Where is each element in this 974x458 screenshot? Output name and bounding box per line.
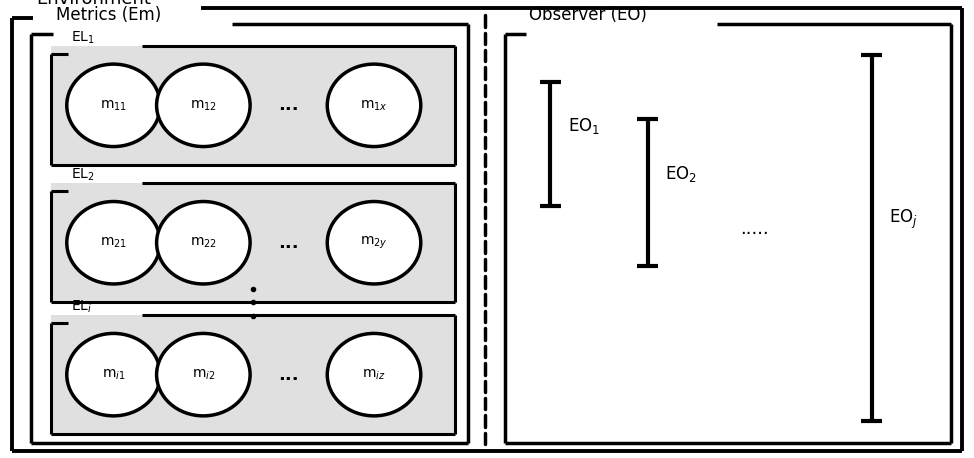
Text: EL$_2$: EL$_2$: [71, 167, 94, 183]
Ellipse shape: [67, 333, 161, 416]
Bar: [51, 183, 455, 302]
Text: m$_{2y}$: m$_{2y}$: [360, 234, 388, 251]
Ellipse shape: [67, 64, 161, 147]
Text: Observer (EO): Observer (EO): [529, 6, 647, 24]
Text: m$_{i2}$: m$_{i2}$: [192, 367, 215, 382]
Text: m$_{12}$: m$_{12}$: [190, 98, 217, 113]
Bar: [51, 46, 455, 165]
Text: EO$_1$: EO$_1$: [568, 116, 600, 136]
Text: m$_{i1}$: m$_{i1}$: [101, 367, 126, 382]
Text: ...: ...: [279, 365, 299, 384]
Bar: [51, 315, 455, 434]
Text: EL$_i$: EL$_i$: [71, 299, 93, 315]
Text: Metrics (Em): Metrics (Em): [56, 6, 161, 24]
Text: m$_{iz}$: m$_{iz}$: [362, 367, 386, 382]
Text: m$_{22}$: m$_{22}$: [190, 235, 217, 250]
Ellipse shape: [327, 333, 421, 416]
Text: m$_{11}$: m$_{11}$: [100, 98, 127, 113]
Ellipse shape: [157, 202, 250, 284]
Ellipse shape: [327, 64, 421, 147]
Ellipse shape: [327, 202, 421, 284]
Text: ...: ...: [279, 234, 299, 252]
Ellipse shape: [67, 202, 161, 284]
Text: EO$_j$: EO$_j$: [889, 208, 918, 231]
Text: m$_{21}$: m$_{21}$: [100, 235, 127, 250]
Ellipse shape: [157, 333, 250, 416]
Text: Environment: Environment: [36, 0, 151, 8]
Ellipse shape: [157, 64, 250, 147]
Text: EL$_1$: EL$_1$: [71, 29, 95, 46]
Text: m$_{1x}$: m$_{1x}$: [360, 98, 388, 113]
Text: ...: ...: [279, 96, 299, 114]
Text: EO$_2$: EO$_2$: [665, 164, 697, 184]
Text: .....: .....: [740, 220, 769, 238]
